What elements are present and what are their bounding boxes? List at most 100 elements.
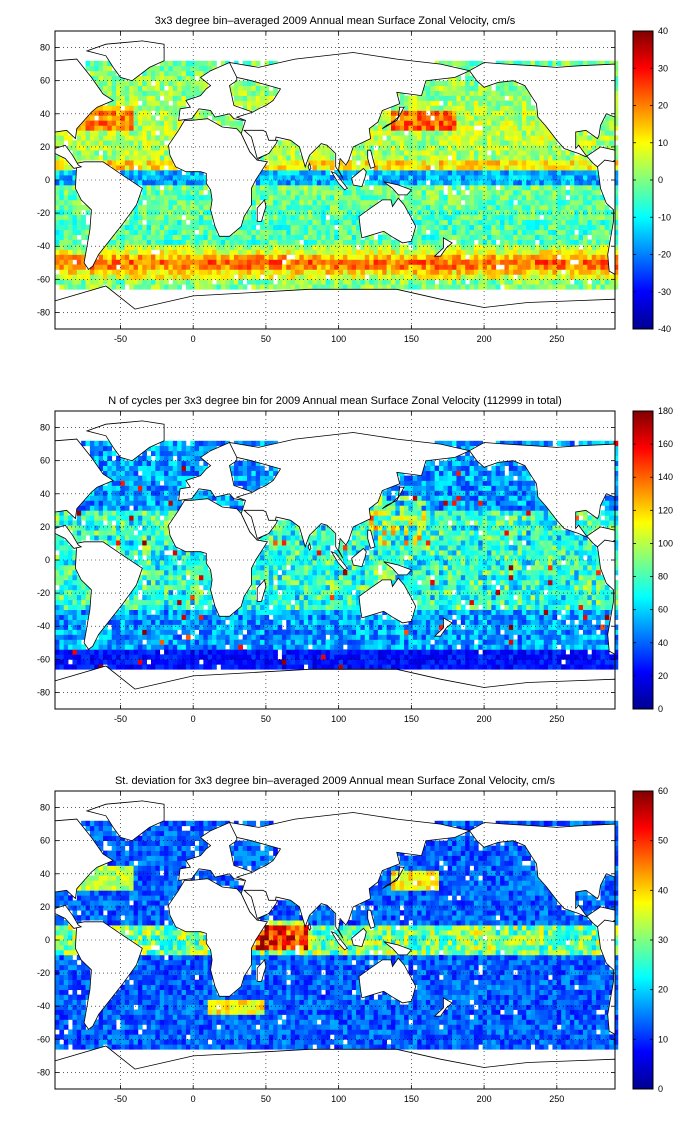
data-cell [155, 505, 161, 511]
data-cell [277, 209, 283, 216]
data-cell [377, 160, 383, 166]
x-tick-label: 0 [191, 334, 196, 344]
data-cell [137, 209, 143, 216]
data-cell [295, 259, 300, 265]
data-cell [247, 219, 252, 226]
data-cell [137, 505, 143, 511]
data-cell [164, 505, 169, 511]
data-cell [569, 274, 575, 280]
data-cell [151, 259, 156, 265]
data-cell [600, 234, 606, 240]
data-cell [316, 180, 322, 186]
data-cell [460, 120, 466, 126]
data-cell [482, 219, 488, 226]
data-cell [142, 465, 147, 471]
data-cell [164, 175, 169, 181]
data-cell [155, 624, 161, 630]
data-cell [421, 284, 427, 290]
data-cell [190, 175, 195, 181]
data-cell [164, 70, 169, 77]
data-cell [55, 510, 60, 516]
data-cell [242, 60, 248, 67]
data-cell [609, 135, 614, 141]
data-cell [526, 219, 531, 226]
data-cell [569, 229, 575, 235]
data-cell [421, 95, 427, 101]
data-cell [63, 634, 69, 640]
data-cell [491, 135, 497, 141]
data-cell [177, 244, 182, 250]
data-cell [268, 269, 274, 275]
data-cell [508, 140, 514, 146]
data-cells [55, 60, 619, 290]
data-cell [233, 85, 239, 91]
data-cell [255, 95, 261, 101]
data-cell [473, 204, 479, 211]
data-cell [408, 269, 414, 275]
data-cell [133, 604, 139, 611]
data-cell [94, 120, 99, 126]
data-cell [473, 80, 479, 86]
data-cell [129, 639, 134, 645]
data-cell [521, 189, 527, 196]
data-cell [447, 259, 453, 265]
data-cell [347, 209, 353, 216]
data-cell [308, 284, 313, 290]
data-cell [281, 165, 287, 171]
data-cell [159, 450, 165, 457]
data-cell [447, 234, 453, 240]
data-cell [386, 140, 392, 146]
data-cell [94, 274, 99, 280]
data-cell [604, 229, 610, 235]
data-cell [373, 254, 379, 260]
data-cell [351, 199, 357, 206]
data-cell [159, 254, 165, 260]
data-cell [334, 219, 339, 226]
data-cell [116, 145, 121, 151]
data-cell [530, 249, 536, 255]
data-cell [120, 279, 126, 285]
data-cell [456, 209, 462, 216]
data-cell [98, 269, 104, 275]
data-cell [421, 214, 427, 221]
data-cell [425, 160, 431, 166]
data-cell [133, 135, 139, 141]
data-cell [151, 95, 156, 101]
data-cell [103, 495, 108, 501]
data-cell [295, 170, 300, 176]
data-cell [373, 199, 379, 206]
data-cell [482, 259, 488, 265]
data-cell [548, 254, 553, 260]
data-cell [137, 85, 143, 91]
data-cell [268, 234, 274, 240]
data-cell [421, 224, 427, 231]
data-cell [504, 175, 510, 181]
data-cell [408, 170, 414, 176]
data-cell [456, 75, 462, 82]
data-cell [72, 204, 78, 211]
data-cell [460, 125, 466, 131]
data-cell [552, 244, 558, 250]
data-cell [247, 80, 252, 86]
data-cell [369, 135, 374, 141]
data-cell [526, 160, 531, 166]
data-cell [526, 284, 531, 290]
data-cell [177, 60, 182, 67]
coastline-europe [178, 62, 254, 121]
data-cell [59, 259, 65, 265]
data-cell [460, 219, 466, 226]
data-cell [133, 589, 139, 596]
data-cell [177, 234, 182, 240]
data-cell [286, 155, 291, 161]
data-cell [111, 140, 117, 146]
data-cell [129, 550, 134, 556]
data-cell [107, 485, 113, 491]
data-cell [268, 90, 274, 96]
data-cell [124, 550, 130, 556]
data-cell [212, 224, 217, 231]
data-cell [290, 199, 296, 206]
data-cell [329, 184, 335, 191]
data-cell [255, 199, 261, 206]
data-cell [146, 525, 152, 531]
data-cell [273, 249, 278, 255]
